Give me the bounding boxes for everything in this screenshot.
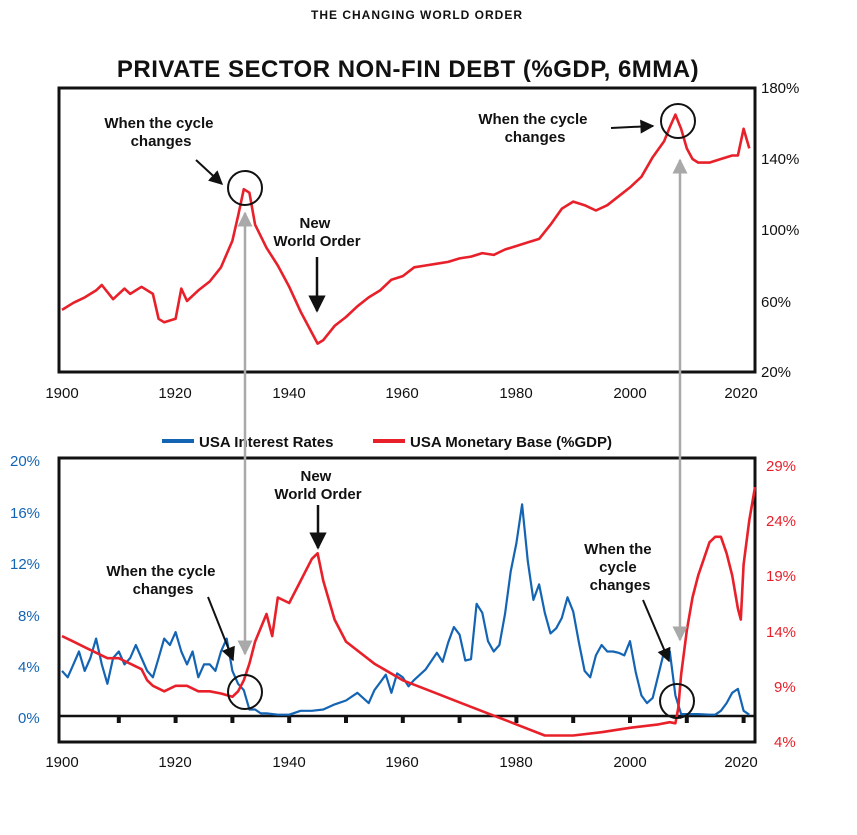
zero-line-tick xyxy=(173,716,178,723)
zero-line-tick xyxy=(514,716,519,723)
top-xtick-2000: 2000 xyxy=(613,385,646,402)
zero-line-tick xyxy=(400,716,405,723)
legend: USA Interest Rates USA Monetary Base (%G… xyxy=(162,434,612,451)
bottom-xtick-1940: 1940 xyxy=(272,754,305,771)
top-xtick-1920: 1920 xyxy=(158,385,191,402)
left-ytick-20: 20% xyxy=(10,453,40,470)
zero-line-tick xyxy=(287,716,292,723)
bottom-xtick-1920: 1920 xyxy=(158,754,191,771)
bottom-annotation-cycle-1: When the cycle changes xyxy=(106,563,219,598)
right-ytick-14: 14% xyxy=(766,624,796,641)
top-xtick-1960: 1960 xyxy=(385,385,418,402)
top-xtick-1900: 1900 xyxy=(45,385,78,402)
top-ytick-20: 20% xyxy=(761,364,791,381)
bottom-xtick-1900: 1900 xyxy=(45,754,78,771)
right-ytick-4: 4% xyxy=(774,734,796,751)
top-xtick-2020: 2020 xyxy=(724,385,757,402)
bottom-annotation-new-world-order: New World Order xyxy=(274,468,361,503)
left-ytick-16: 16% xyxy=(10,505,40,522)
top-annotation-cycle-2: When the cycle changes xyxy=(478,111,591,146)
zero-line-tick xyxy=(457,716,462,723)
top-annotation-new-world-order: New World Order xyxy=(273,215,360,250)
top-circle-cycle-1 xyxy=(227,170,263,206)
top-circle-cycle-2 xyxy=(660,103,696,139)
bottom-arrow-cycle-2 xyxy=(642,599,671,663)
right-ytick-29: 29% xyxy=(766,458,796,475)
debt-series-line xyxy=(61,113,751,345)
zero-line-tick xyxy=(741,716,746,723)
bottom-xtick-2000: 2000 xyxy=(613,754,646,771)
zero-line-tick xyxy=(571,716,576,723)
zero-line-tick xyxy=(230,716,235,723)
bottom-xtick-1980: 1980 xyxy=(499,754,532,771)
top-arrow-cycle-1 xyxy=(195,159,224,185)
monetary-base-line xyxy=(61,486,757,737)
bottom-circle-cycle-2 xyxy=(659,683,695,719)
zero-line-tick xyxy=(116,716,121,723)
top-arrow-cycle-2 xyxy=(610,119,655,134)
top-xtick-1940: 1940 xyxy=(272,385,305,402)
zero-line-tick xyxy=(628,716,632,723)
top-ytick-180: 180% xyxy=(761,80,799,97)
bottom-zero-ticks xyxy=(116,716,746,723)
left-ytick-12: 12% xyxy=(10,556,40,573)
left-ytick-4: 4% xyxy=(18,659,40,676)
right-ytick-9: 9% xyxy=(774,679,796,696)
top-chart: 180% 140% 100% 60% 20% 1900 1920 1940 19… xyxy=(45,80,799,402)
legend-label-interest-rates: USA Interest Rates xyxy=(199,434,334,451)
legend-label-monetary-base: USA Monetary Base (%GDP) xyxy=(410,434,612,451)
top-chart-title: PRIVATE SECTOR NON-FIN DEBT (%GDP, 6MMA) xyxy=(117,56,699,83)
top-ytick-140: 140% xyxy=(761,151,799,168)
left-ytick-8: 8% xyxy=(18,608,40,625)
top-ytick-60: 60% xyxy=(761,294,791,311)
bottom-circle-cycle-1 xyxy=(227,674,263,710)
right-ytick-19: 19% xyxy=(766,568,796,585)
top-chart-frame xyxy=(57,86,757,374)
bottom-chart-frame xyxy=(57,456,757,744)
bottom-xtick-2020: 2020 xyxy=(724,754,757,771)
top-xtick-1980: 1980 xyxy=(499,385,532,402)
right-ytick-24: 24% xyxy=(766,513,796,530)
supertitle: THE CHANGING WORLD ORDER xyxy=(311,8,523,22)
left-ytick-0: 0% xyxy=(18,710,40,727)
zero-line-tick xyxy=(344,716,348,723)
bottom-xtick-1960: 1960 xyxy=(385,754,418,771)
bottom-annotation-cycle-2: When the cycle changes xyxy=(584,541,656,594)
top-ytick-100: 100% xyxy=(761,222,799,239)
bottom-chart: 20% 16% 12% 8% 4% 0% 29% 24% 19% 14% 9% … xyxy=(10,453,796,771)
top-annotation-cycle-1: When the cycle changes xyxy=(104,115,217,150)
bottom-arrow-cycle-1 xyxy=(207,596,235,662)
zero-line-tick xyxy=(684,716,689,723)
interest-rates-line xyxy=(61,503,750,716)
